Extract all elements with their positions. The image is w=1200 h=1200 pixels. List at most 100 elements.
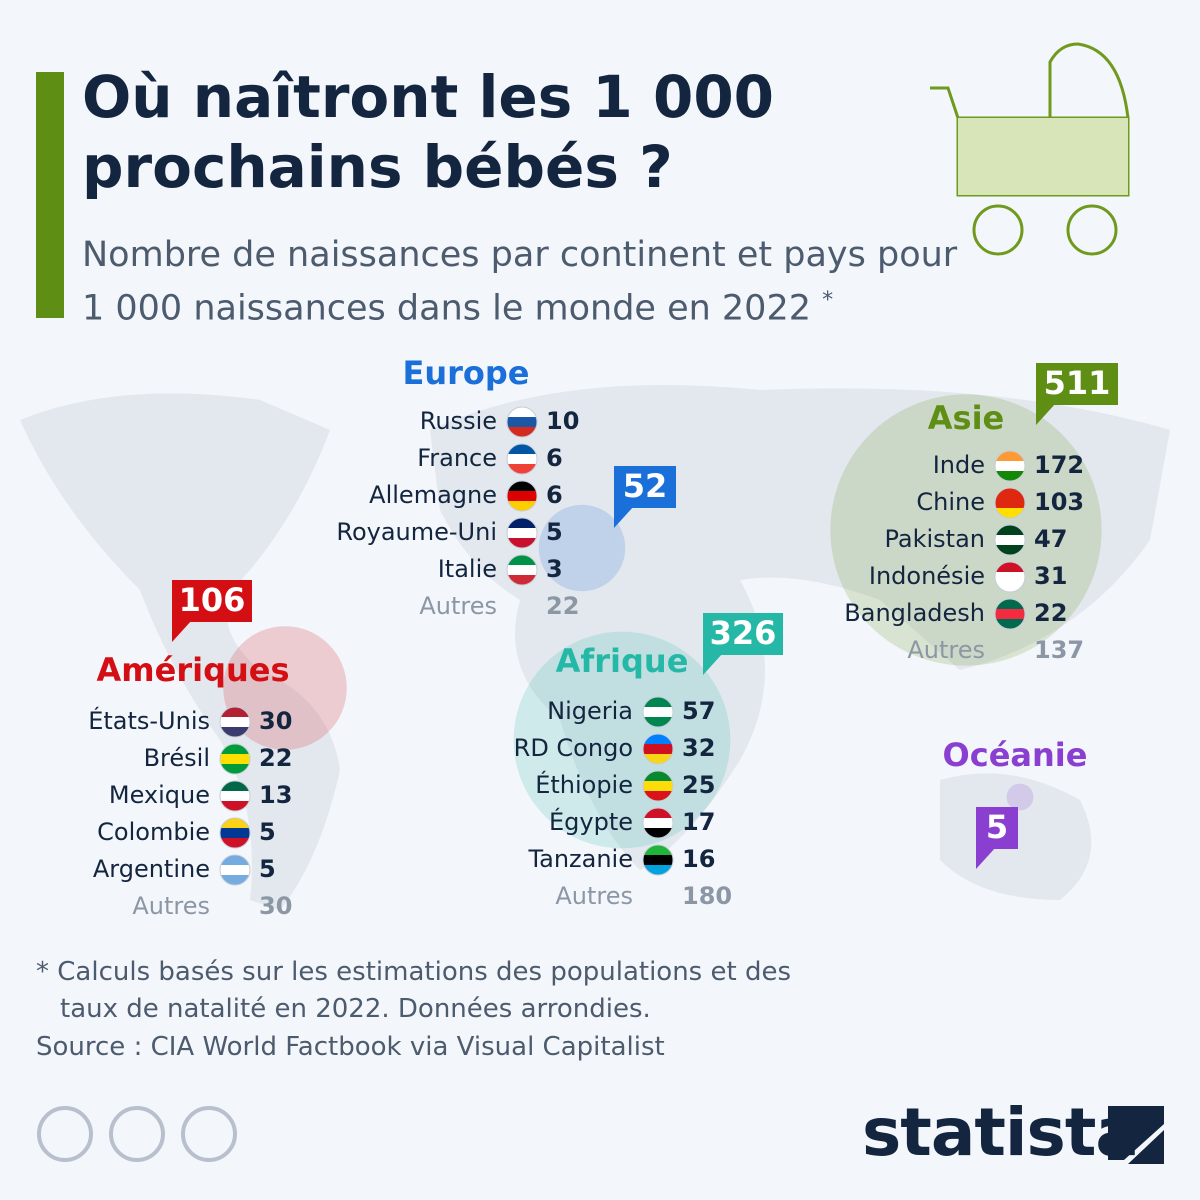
country-name: Bangladesh <box>844 599 985 627</box>
flag-stripe <box>643 707 673 717</box>
flag-stripe <box>220 801 250 811</box>
country-name: Allemagne <box>369 481 497 509</box>
country-name: Tanzanie <box>527 845 633 873</box>
flag-stripe <box>220 764 250 774</box>
others-value: 22 <box>546 592 579 620</box>
flag-stripe <box>220 707 250 717</box>
total-badge: 511 <box>1036 363 1118 425</box>
flag-stripe <box>507 528 537 538</box>
region-name: Europe <box>402 354 529 392</box>
region-bubble <box>538 504 626 592</box>
flag-stripe <box>995 572 1025 582</box>
country-value: 30 <box>259 707 292 735</box>
flag-ring <box>506 406 538 438</box>
others-value: 180 <box>682 882 732 910</box>
total-badge: 106 <box>172 580 252 642</box>
title: Où naîtront les 1 000 prochains bébés ? <box>82 63 775 201</box>
flag-stripe <box>507 444 537 454</box>
region-name: Afrique <box>556 642 689 680</box>
region-name: Asie <box>928 399 1004 437</box>
badge-box <box>1036 363 1118 405</box>
footnote: * Calculs basés sur les estimations des … <box>36 957 791 1024</box>
flag-ring <box>219 817 251 849</box>
flag-stripe <box>220 754 250 764</box>
flag-ring <box>642 696 674 728</box>
country-value: 6 <box>546 444 563 472</box>
flag <box>995 488 1025 518</box>
flag-ring <box>219 854 251 886</box>
accent-bar <box>36 72 64 318</box>
country-value: 25 <box>682 771 715 799</box>
flag-ring <box>506 443 538 475</box>
country-value: 47 <box>1034 525 1067 553</box>
flag <box>507 407 537 437</box>
flag-stripe <box>643 717 673 727</box>
badge-pointer <box>172 620 192 642</box>
brand: statista <box>862 1094 1140 1171</box>
flag <box>220 707 250 737</box>
country-value: 16 <box>682 845 715 873</box>
flag-ring <box>642 844 674 876</box>
flag <box>643 734 673 764</box>
country-value: 10 <box>546 407 579 435</box>
flag-stripe <box>220 727 250 737</box>
flag-stripe <box>995 562 1025 572</box>
country-name: RD Congo <box>514 734 633 762</box>
flag-stripe <box>643 771 673 781</box>
flag-stripe <box>643 697 673 707</box>
badge-pointer <box>976 847 996 869</box>
flag <box>643 808 673 838</box>
badge-pointer <box>703 653 723 675</box>
flag-stripe <box>507 575 537 585</box>
flag <box>643 845 673 875</box>
flag-stripe <box>507 518 537 528</box>
flag-stripe <box>643 828 673 838</box>
country-value: 5 <box>259 818 276 846</box>
flag-stripe <box>220 791 250 801</box>
flag-ring <box>219 706 251 738</box>
flag-stripe <box>507 565 537 575</box>
flag <box>220 855 250 885</box>
flag <box>507 555 537 585</box>
badge-pointer <box>614 506 634 528</box>
others-value: 30 <box>259 892 292 920</box>
flag-stripe <box>995 498 1025 508</box>
country-name: Mexique <box>109 781 210 809</box>
flag-ring <box>219 780 251 812</box>
country-value: 31 <box>1034 562 1067 590</box>
country-name: Colombie <box>97 818 210 846</box>
flag-stripe <box>507 427 537 437</box>
country-value: 5 <box>546 518 563 546</box>
others-value: 137 <box>1034 636 1084 664</box>
country-name: Égypte <box>549 807 633 836</box>
badge-value: 511 <box>1044 364 1111 402</box>
flag <box>507 518 537 548</box>
flag <box>220 744 250 774</box>
flag-stripe <box>220 828 250 838</box>
flag-stripe <box>995 461 1025 471</box>
subtitle: Nombre de naissances par continent et pa… <box>82 232 962 332</box>
flag-stripe <box>643 865 673 875</box>
country-value: 57 <box>682 697 715 725</box>
country-name: France <box>417 444 497 472</box>
flag <box>507 481 537 511</box>
badge-box <box>703 613 783 655</box>
pram-icon <box>930 42 1130 256</box>
flag-stripe <box>220 717 250 727</box>
flag-stripe <box>643 855 673 865</box>
region-bubble <box>513 631 731 849</box>
flag <box>220 818 250 848</box>
flag <box>995 562 1025 592</box>
country-name: Pakistan <box>885 525 986 553</box>
flag-stripe <box>507 464 537 474</box>
others-label: Autres <box>419 592 497 620</box>
flag-ring <box>994 598 1026 630</box>
flag-stripe <box>507 491 537 501</box>
flag-ring <box>506 517 538 549</box>
others-label: Autres <box>907 636 985 664</box>
flag-stripe <box>220 781 250 791</box>
country-name: Indonésie <box>869 562 985 590</box>
flag-ring <box>506 480 538 512</box>
